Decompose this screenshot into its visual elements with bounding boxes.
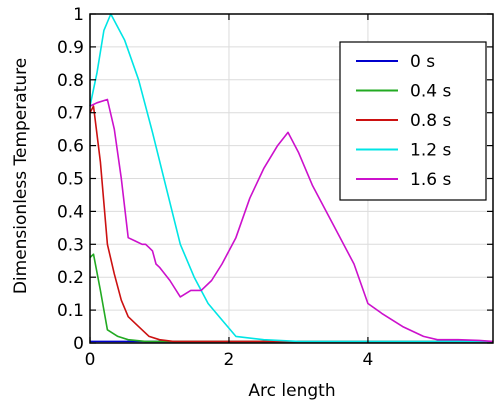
legend-label: 0.4 s xyxy=(410,82,451,102)
legend: 0 s 0.4 s 0.8 s 1.2 s 1.6 s xyxy=(339,41,487,201)
y-tick-label: 0.5 xyxy=(57,170,84,190)
y-tick-label: 0.3 xyxy=(57,235,84,255)
y-axis-label: Dimensionless Temperature xyxy=(11,58,31,294)
y-tick-label: 0.2 xyxy=(57,268,84,288)
plot-frame xyxy=(89,13,494,344)
series-line xyxy=(89,13,493,343)
series-layer xyxy=(89,13,494,343)
tick-labels: 0 0.1 0.2 0.3 0.4 0.5 0.6 0.7 0.8 0.9 1 0 2 4 xyxy=(57,5,373,370)
y-tick-label: 0.9 xyxy=(57,38,84,58)
legend-label: 0.8 s xyxy=(410,111,451,131)
legend-label: 1.2 s xyxy=(410,141,451,161)
y-tick-label: 0 xyxy=(73,334,84,354)
legend-label: 0 s xyxy=(410,52,435,72)
y-tick-label: 0.1 xyxy=(57,301,84,321)
y-tick-label: 0.8 xyxy=(57,71,84,91)
x-axis-label: Arc length xyxy=(248,381,335,401)
y-tick-label: 0.4 xyxy=(57,202,84,222)
series-line xyxy=(89,98,494,343)
x-tick-label: 4 xyxy=(363,350,374,370)
x-tick-label: 2 xyxy=(224,350,235,370)
y-tick-label: 1 xyxy=(73,5,84,25)
series-line xyxy=(89,253,493,343)
y-tick-label: 0.6 xyxy=(57,137,84,157)
legend-label: 1.6 s xyxy=(410,170,451,190)
y-tick-label: 0.7 xyxy=(57,104,84,124)
x-tick-label: 0 xyxy=(85,350,96,370)
